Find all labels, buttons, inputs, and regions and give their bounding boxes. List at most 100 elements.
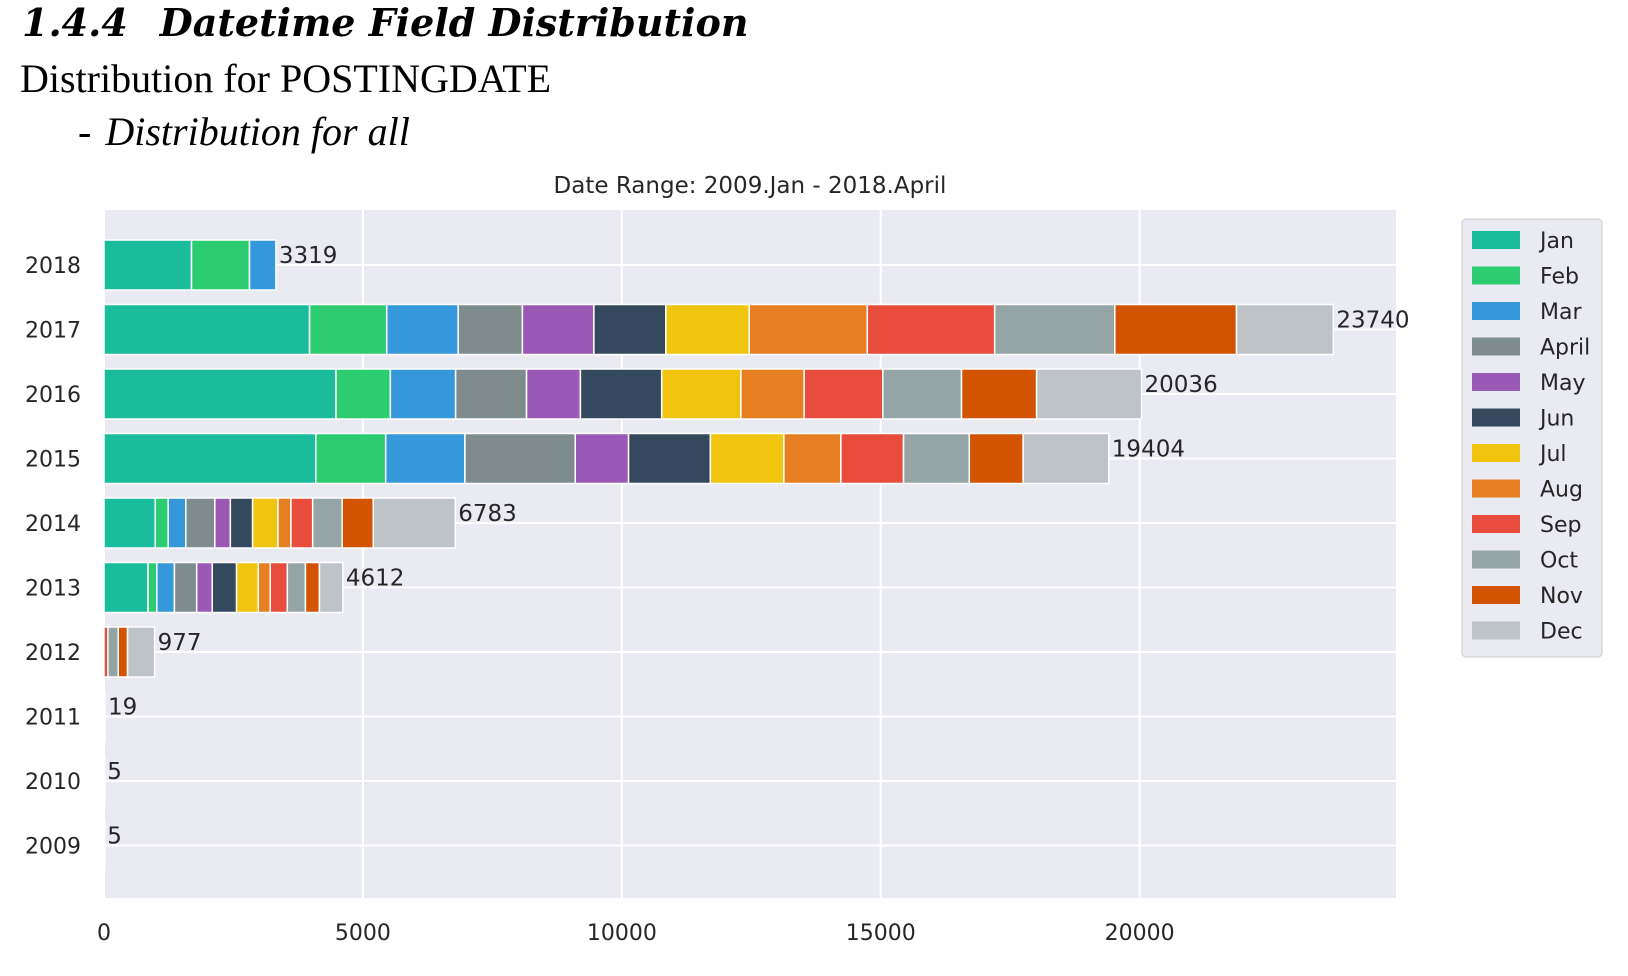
bar-segment-2014-sep — [290, 497, 314, 549]
legend-swatch-feb — [1472, 266, 1520, 285]
total-label-2016: 20036 — [1145, 372, 1218, 398]
bar-segment-2015-jun — [627, 432, 712, 485]
bar-segment-2016-oct — [882, 368, 963, 420]
total-label-2009: 5 — [107, 824, 122, 850]
bar-segment-2011-jan — [103, 690, 106, 743]
legend-swatch-mar — [1472, 302, 1520, 320]
bar-segment-2017-dec — [1235, 303, 1335, 356]
legend-swatch-jul — [1472, 444, 1520, 462]
bar-segment-2017-april — [457, 303, 524, 356]
bar-segment-2018-feb — [190, 239, 251, 291]
bar-segment-2016-dec — [1035, 368, 1143, 420]
bar-segment-2015-oct — [902, 432, 971, 485]
legend-label-sep: Sep — [1540, 513, 1581, 538]
distribution-bullet: - Distribution for all — [78, 108, 410, 155]
bar-segment-2016-aug — [740, 368, 805, 420]
bar-segment-2015-jan — [103, 432, 317, 485]
bar-segment-2014-dec — [372, 497, 456, 549]
bar-segment-2013-jan — [103, 561, 149, 614]
bar-segment-2014-jan — [103, 497, 157, 549]
bar-segment-2015-aug — [783, 432, 842, 485]
bar-segment-2013-sep — [269, 561, 289, 614]
distribution-subheading: Distribution for POSTINGDATE — [20, 56, 552, 101]
bar-segment-2014-nov — [341, 497, 375, 549]
bar-segment-2014-oct — [311, 497, 343, 549]
legend-label-april: April — [1540, 336, 1590, 361]
bar-segment-2014-may — [214, 497, 232, 549]
legend-label-dec: Dec — [1540, 620, 1583, 645]
legend-label-feb: Feb — [1540, 265, 1579, 290]
bar-segment-2013-mar — [156, 561, 176, 614]
legend-swatch-nov — [1472, 586, 1520, 604]
total-label-2012: 977 — [158, 630, 202, 656]
bar-segment-2017-oct — [993, 303, 1116, 356]
bar-segment-2016-sep — [803, 368, 884, 420]
legend-swatch-dec — [1472, 621, 1520, 640]
total-label-2017: 23740 — [1336, 308, 1409, 334]
total-label-2014: 6783 — [458, 501, 517, 527]
bar-segment-2013-nov — [304, 561, 321, 614]
legend-swatch-jun — [1472, 408, 1520, 427]
bar-segment-2017-mar — [385, 303, 459, 356]
bar-segment-2016-jan — [103, 368, 337, 420]
x-axis-ticks: 0 5000 10000 15000 20000 — [97, 921, 1175, 946]
legend-swatch-may — [1472, 373, 1520, 391]
bar-segment-2014-jun — [229, 497, 254, 549]
legend-label-aug: Aug — [1540, 478, 1583, 503]
bar-segment-2017-aug — [748, 303, 869, 356]
section-title: Datetime Field Distribution — [159, 0, 749, 45]
legend-frame — [1461, 218, 1603, 658]
bar-segment-2014-feb — [154, 497, 169, 549]
section-number: 1.4.4 — [22, 0, 128, 45]
bar-segment-2013-oct — [286, 561, 307, 614]
bar-segment-2016-april — [454, 368, 528, 420]
total-label-2010: 5 — [107, 759, 122, 785]
bar-segment-2012-nov — [117, 626, 129, 678]
legend-label-oct: Oct — [1540, 549, 1578, 574]
y-tick-label-2018: 2018 — [25, 254, 81, 279]
bar-segment-2013-may — [195, 561, 213, 614]
legend-label-jan: Jan — [1538, 229, 1574, 254]
bar-segment-2015-mar — [384, 432, 466, 485]
bar-segment-2017-feb — [308, 303, 388, 356]
bar-segment-2016-nov — [960, 368, 1038, 420]
bar-segment-2018-jan — [103, 239, 193, 291]
legend-swatch-sep — [1472, 515, 1520, 533]
y-tick-label-2014: 2014 — [25, 512, 81, 537]
legend-label-nov: Nov — [1540, 584, 1583, 609]
x-tick-label-10000: 10000 — [587, 921, 657, 946]
bar-segment-2014-aug — [277, 497, 292, 549]
bar-segment-2014-jul — [251, 497, 279, 549]
legend-swatch-oct — [1472, 550, 1520, 569]
bar-segment-2016-feb — [335, 368, 392, 420]
bar-segment-2018-mar — [248, 239, 277, 291]
y-tick-label-2013: 2013 — [25, 577, 81, 602]
y-tick-label-2017: 2017 — [25, 319, 81, 344]
legend-label-may: May — [1540, 371, 1585, 396]
total-label-2018: 3319 — [279, 243, 338, 269]
bar-segment-2016-jun — [579, 368, 663, 420]
y-tick-label-2009: 2009 — [25, 835, 81, 860]
y-tick-label-2012: 2012 — [25, 641, 81, 666]
bar-segment-2017-jul — [665, 303, 750, 356]
bar-segment-2015-nov — [968, 432, 1024, 485]
bar-segment-2017-sep — [866, 303, 996, 356]
legend-swatch-jan — [1472, 231, 1520, 249]
legend-swatch-aug — [1472, 479, 1520, 498]
bar-segment-2013-jun — [211, 561, 238, 614]
y-tick-label-2011: 2011 — [25, 706, 81, 731]
bar-segment-2016-mar — [389, 368, 457, 420]
total-label-2011: 19 — [108, 695, 137, 721]
x-tick-label-5000: 5000 — [335, 921, 391, 946]
bar-segment-2013-dec — [318, 561, 344, 614]
legend-swatch-april — [1472, 337, 1520, 356]
total-labels: 5 5 19 977 4612 6783 19404 20036 23740 3319 — [107, 243, 1409, 850]
x-tick-label-15000: 15000 — [846, 921, 916, 946]
bar-segment-2010-jan — [103, 755, 106, 807]
legend-label-jun: Jun — [1538, 407, 1574, 432]
x-tick-label-0: 0 — [97, 921, 111, 946]
bar-segment-2015-jul — [709, 432, 785, 485]
bar-segment-2013-aug — [257, 561, 271, 614]
chart-title: Date Range: 2009.Jan - 2018.April — [554, 173, 947, 199]
